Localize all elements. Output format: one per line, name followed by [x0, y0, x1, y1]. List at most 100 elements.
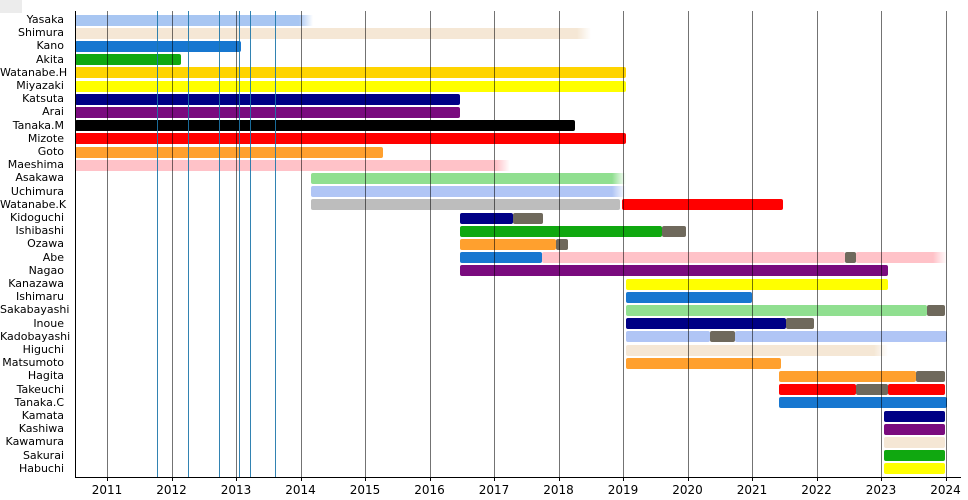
row-label-ozawa: Ozawa: [27, 237, 64, 251]
row-label-higuchi: Higuchi: [22, 343, 64, 356]
bar-kadobayashi-seg1: [710, 331, 736, 343]
row-label-kamata: Kamata: [21, 409, 64, 422]
bar-nagao-seg0: [459, 265, 889, 277]
bar-shimura-seg0: [75, 27, 591, 39]
x-axis-label-2017: 2017: [478, 483, 510, 497]
row-label-kadobayashi: Kadobayashi: [0, 329, 71, 343]
gridline-2014: [300, 11, 302, 477]
x-axis-label-2020: 2020: [672, 483, 703, 497]
bar-maeshima-seg0: [75, 159, 511, 171]
bar-abe-seg2: [844, 252, 856, 264]
gridline-2020: [687, 11, 689, 477]
bar-kamata-seg0: [884, 410, 946, 422]
bar-kidoguchi-seg1: [513, 212, 543, 224]
bar-watanabe-k-seg0: [311, 199, 620, 211]
x-axis-label-2023: 2023: [865, 483, 897, 497]
x-axis-label-2018: 2018: [543, 483, 574, 497]
bar-hagita-seg0: [779, 370, 917, 382]
bar-akita-seg0: [75, 54, 182, 66]
bar-inoue-seg0: [626, 318, 787, 330]
bar-higuchi-seg0: [626, 344, 889, 356]
gridline-2013: [236, 11, 237, 477]
row-label-watanabe-k: Watanabe.K: [0, 197, 67, 211]
axis-tick-2011: [107, 477, 108, 481]
bar-abe-seg1: [541, 252, 845, 264]
gridline-2019: [623, 11, 624, 477]
event-line-2: [219, 11, 221, 477]
event-line-1: [188, 11, 190, 477]
axis-tick-2013: [236, 477, 237, 481]
row-label-yasaka: Yasaka: [26, 13, 64, 26]
gridline-2018: [558, 11, 560, 477]
bar-kanazawa-seg0: [626, 278, 889, 290]
row-label-kano: Kano: [36, 39, 64, 53]
bar-sakurai-seg0: [884, 450, 946, 462]
bar-takeuchi-seg2: [888, 384, 946, 396]
bar-sakabayashi-seg0: [626, 304, 927, 316]
row-label-asakawa: Asakawa: [15, 171, 64, 185]
bar-goto-seg0: [75, 146, 384, 158]
bar-inoue-seg1: [786, 318, 814, 330]
row-label-abe: Abe: [42, 250, 64, 264]
bar-tanaka-m-seg0: [75, 120, 576, 132]
bar-mizote-seg0: [75, 133, 627, 145]
row-label-maeshima: Maeshima: [7, 158, 64, 172]
y-axis-line: [75, 11, 76, 477]
row-label-tanaka-m: Tanaka.M: [12, 118, 64, 132]
row-label-shimura: Shimura: [18, 26, 64, 40]
row-label-nagao: Nagao: [28, 263, 64, 277]
row-label-akita: Akita: [35, 52, 64, 66]
x-axis-label-2019: 2019: [607, 483, 639, 497]
x-axis-label-2024: 2024: [930, 483, 961, 497]
bar-matsumoto-seg0: [626, 357, 782, 369]
bar-abe-seg3: [855, 252, 947, 264]
bar-kawamura-seg0: [884, 436, 946, 448]
event-line-0: [157, 11, 159, 477]
row-label-kidoguchi: Kidoguchi: [9, 211, 64, 224]
row-label-katsuta: Katsuta: [22, 92, 64, 106]
row-label-kawamura: Kawamura: [5, 435, 64, 449]
row-label-kashiwa: Kashiwa: [18, 422, 64, 436]
axis-tick-2020: [687, 477, 689, 481]
gridline-2017: [494, 11, 495, 477]
axis-tick-2024: [945, 477, 947, 481]
bar-ishimaru-seg0: [626, 291, 752, 303]
row-label-ishimaru: Ishimaru: [16, 290, 64, 304]
bar-uchimura-seg0: [311, 186, 627, 198]
row-label-sakurai: Sakurai: [22, 448, 64, 462]
row-label-sakabayashi: Sakabayashi: [0, 303, 70, 317]
bar-watanabe-k-seg1: [621, 199, 783, 211]
axis-tick-2018: [558, 477, 560, 481]
corner-artifact: [0, 0, 22, 13]
bar-yasaka-seg0: [75, 14, 314, 26]
bar-kidoguchi-seg0: [459, 212, 514, 224]
axis-tick-2022: [816, 477, 818, 481]
bar-habuchi-seg0: [884, 463, 946, 475]
event-line-5: [274, 11, 276, 477]
bar-hagita-seg1: [916, 370, 946, 382]
bar-ishibashi-seg1: [661, 225, 687, 237]
gridline-2011: [107, 11, 108, 477]
row-label-matsumoto: Matsumoto: [2, 356, 64, 370]
axis-tick-2016: [429, 477, 431, 481]
row-label-uchimura: Uchimura: [10, 184, 64, 198]
row-label-miyazaki: Miyazaki: [16, 79, 64, 92]
bar-miyazaki-seg0: [75, 80, 627, 92]
row-label-takeuchi: Takeuchi: [16, 382, 64, 396]
x-axis-label-2016: 2016: [414, 483, 445, 497]
axis-tick-2015: [365, 477, 366, 481]
axis-tick-2017: [494, 477, 495, 481]
bar-abe-seg0: [459, 252, 542, 264]
gridline-2022: [816, 11, 818, 477]
row-label-mizote: Mizote: [27, 131, 64, 145]
bar-katsuta-seg0: [75, 93, 460, 105]
x-axis-label-2011: 2011: [91, 483, 123, 497]
bar-tanaka-c-seg0: [779, 397, 948, 409]
x-axis-label-2021: 2021: [736, 483, 768, 497]
gridline-2016: [429, 11, 431, 477]
gridline-2015: [365, 11, 366, 477]
row-label-ishibashi: Ishibashi: [15, 224, 65, 238]
row-label-tanaka-c: Tanaka.C: [14, 395, 64, 409]
gridline-2021: [752, 11, 753, 477]
